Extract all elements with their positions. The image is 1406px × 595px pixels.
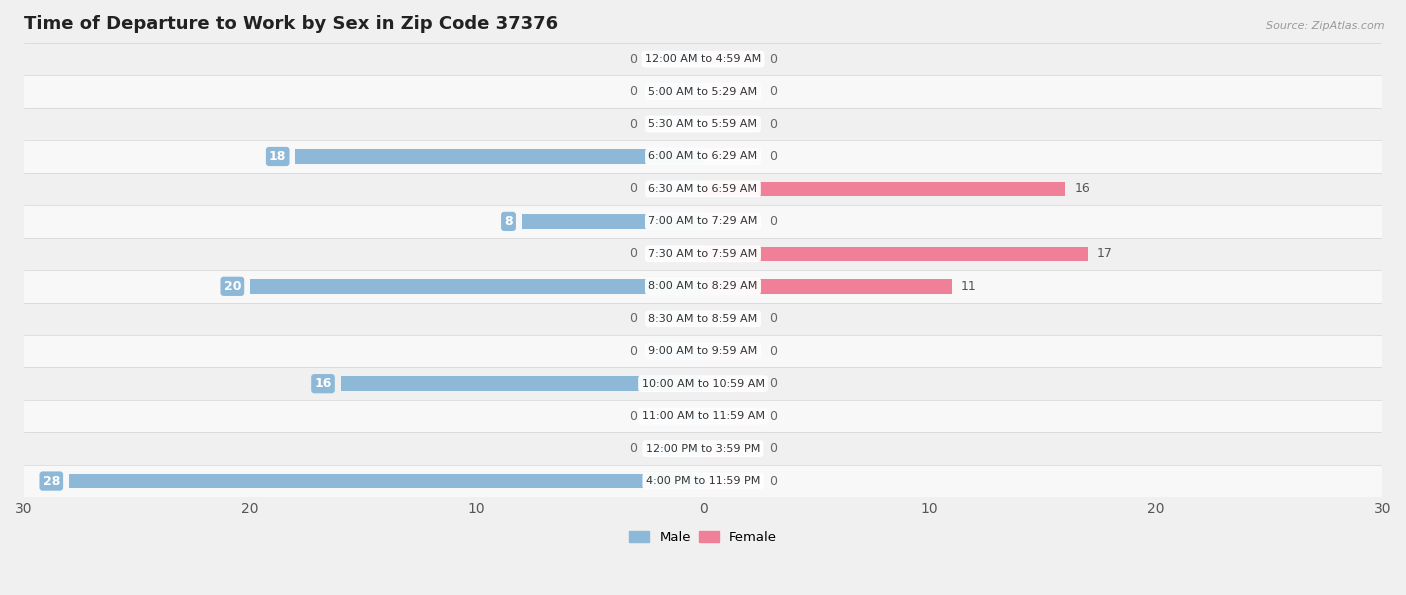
Bar xyxy=(647,344,703,359)
Text: 8:00 AM to 8:29 AM: 8:00 AM to 8:29 AM xyxy=(648,281,758,292)
Bar xyxy=(703,441,759,456)
Bar xyxy=(703,117,759,131)
Bar xyxy=(24,400,1382,433)
Bar xyxy=(24,335,1382,368)
Bar xyxy=(647,311,703,326)
Text: 12:00 AM to 4:59 AM: 12:00 AM to 4:59 AM xyxy=(645,54,761,64)
Bar xyxy=(703,149,759,164)
Bar xyxy=(24,140,1382,173)
Text: 0: 0 xyxy=(630,442,637,455)
Text: 9:00 AM to 9:59 AM: 9:00 AM to 9:59 AM xyxy=(648,346,758,356)
Text: Source: ZipAtlas.com: Source: ZipAtlas.com xyxy=(1267,21,1385,31)
Text: 4:00 PM to 11:59 PM: 4:00 PM to 11:59 PM xyxy=(645,476,761,486)
Text: 0: 0 xyxy=(769,118,776,130)
Text: 18: 18 xyxy=(269,150,287,163)
Bar xyxy=(24,433,1382,465)
Bar xyxy=(340,377,703,391)
Bar xyxy=(647,409,703,424)
Text: Time of Departure to Work by Sex in Zip Code 37376: Time of Departure to Work by Sex in Zip … xyxy=(24,15,558,33)
Text: 0: 0 xyxy=(630,312,637,325)
Bar xyxy=(24,237,1382,270)
Bar xyxy=(703,84,759,99)
Text: 0: 0 xyxy=(769,377,776,390)
Text: 0: 0 xyxy=(769,215,776,228)
Text: 5:30 AM to 5:59 AM: 5:30 AM to 5:59 AM xyxy=(648,119,758,129)
Text: 11: 11 xyxy=(962,280,977,293)
Text: 0: 0 xyxy=(769,345,776,358)
Bar xyxy=(703,246,1088,261)
Bar xyxy=(24,302,1382,335)
Bar xyxy=(69,474,703,488)
Bar xyxy=(703,344,759,359)
Text: 0: 0 xyxy=(630,52,637,65)
Text: 0: 0 xyxy=(630,183,637,195)
Bar xyxy=(647,181,703,196)
Bar xyxy=(703,377,759,391)
Text: 7:00 AM to 7:29 AM: 7:00 AM to 7:29 AM xyxy=(648,217,758,227)
Bar xyxy=(250,279,703,293)
Text: 7:30 AM to 7:59 AM: 7:30 AM to 7:59 AM xyxy=(648,249,758,259)
Text: 12:00 PM to 3:59 PM: 12:00 PM to 3:59 PM xyxy=(645,444,761,453)
Text: 0: 0 xyxy=(769,150,776,163)
Text: 8: 8 xyxy=(505,215,513,228)
Text: 10:00 AM to 10:59 AM: 10:00 AM to 10:59 AM xyxy=(641,378,765,389)
Text: 28: 28 xyxy=(42,475,60,487)
Bar xyxy=(24,465,1382,497)
Bar xyxy=(703,52,759,67)
Bar xyxy=(703,214,759,228)
Text: 0: 0 xyxy=(630,248,637,261)
Bar xyxy=(24,76,1382,108)
Text: 0: 0 xyxy=(769,85,776,98)
Text: 17: 17 xyxy=(1097,248,1112,261)
Text: 8:30 AM to 8:59 AM: 8:30 AM to 8:59 AM xyxy=(648,314,758,324)
Text: 20: 20 xyxy=(224,280,240,293)
Bar xyxy=(295,149,703,164)
Bar xyxy=(703,181,1066,196)
Bar xyxy=(24,173,1382,205)
Bar xyxy=(703,279,952,293)
Text: 0: 0 xyxy=(630,409,637,422)
Bar xyxy=(24,43,1382,76)
Text: 16: 16 xyxy=(1074,183,1090,195)
Bar xyxy=(24,368,1382,400)
Bar xyxy=(522,214,703,228)
Text: 16: 16 xyxy=(315,377,332,390)
Text: 0: 0 xyxy=(769,312,776,325)
Text: 0: 0 xyxy=(769,409,776,422)
Bar xyxy=(24,270,1382,302)
Text: 0: 0 xyxy=(769,442,776,455)
Bar xyxy=(703,311,759,326)
Bar xyxy=(647,246,703,261)
Bar xyxy=(703,474,759,488)
Legend: Male, Female: Male, Female xyxy=(624,526,782,550)
Text: 0: 0 xyxy=(630,118,637,130)
Text: 5:00 AM to 5:29 AM: 5:00 AM to 5:29 AM xyxy=(648,87,758,96)
Bar xyxy=(24,205,1382,237)
Bar xyxy=(647,84,703,99)
Text: 6:00 AM to 6:29 AM: 6:00 AM to 6:29 AM xyxy=(648,152,758,161)
Bar xyxy=(703,409,759,424)
Text: 0: 0 xyxy=(630,85,637,98)
Text: 6:30 AM to 6:59 AM: 6:30 AM to 6:59 AM xyxy=(648,184,758,194)
Text: 11:00 AM to 11:59 AM: 11:00 AM to 11:59 AM xyxy=(641,411,765,421)
Text: 0: 0 xyxy=(630,345,637,358)
Text: 0: 0 xyxy=(769,475,776,487)
Bar xyxy=(647,52,703,67)
Text: 0: 0 xyxy=(769,52,776,65)
Bar xyxy=(647,117,703,131)
Bar xyxy=(24,108,1382,140)
Bar xyxy=(647,441,703,456)
